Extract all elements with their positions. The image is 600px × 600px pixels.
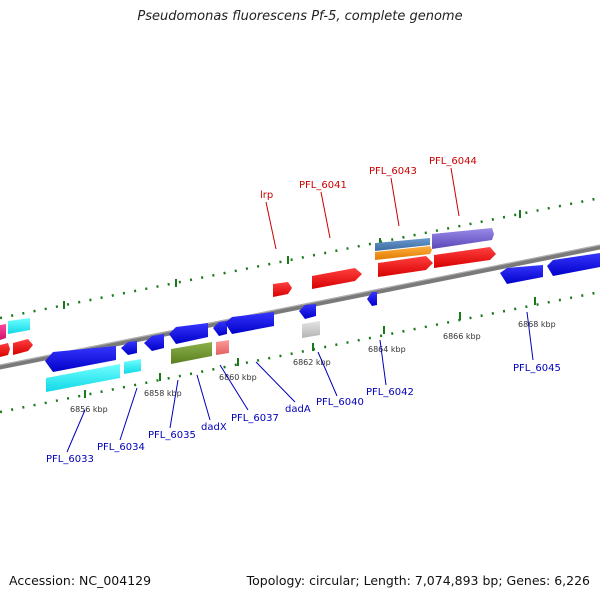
gene-arrow-pfl-6044 [434, 247, 496, 268]
genome-summary-text: Topology: circular; Length: 7,074,893 bp… [246, 573, 590, 588]
gene-arrow-pfl-6043-orange [375, 246, 432, 260]
gene-arrow-pfl-6035 [144, 334, 164, 351]
gene-arrow-lrp [273, 282, 292, 297]
forward-strand-genes [0, 228, 496, 357]
gene-label-dadx: dadX [201, 422, 227, 433]
reverse-strand-genes [45, 253, 600, 392]
gene-arrow-dadx [169, 323, 208, 344]
gene-label-pfl-6044: PFL_6044 [429, 156, 477, 167]
scale-label-6860: 6860 kbp [219, 373, 257, 382]
gene-arrow-pfl-6041 [312, 268, 362, 289]
gene-label-pfl-6037: PFL_6037 [231, 413, 279, 424]
forward-leader-lines [265, 167, 460, 250]
accession-text: Accession: NC_004129 [9, 573, 152, 588]
gene-arrow-pfl-6040-gray [302, 321, 320, 338]
reverse-gene-labels: PFL_6033 PFL_6034 PFL_6035 dadX PFL_6037… [46, 363, 561, 465]
gene-label-pfl-6035: PFL_6035 [148, 430, 196, 441]
scale-label-6866: 6866 kbp [443, 332, 481, 341]
gene-label-pfl-6034: PFL_6034 [97, 442, 145, 453]
scale-label-6864: 6864 kbp [368, 345, 406, 354]
gene-arrow-pfl-6044-purple [432, 228, 494, 249]
gene-label-pfl-6042: PFL_6042 [366, 387, 414, 398]
gene-arrow-pfl-6042 [367, 292, 377, 306]
gene-arrow-dada [225, 312, 274, 334]
gene-label-dada: dadA [285, 404, 311, 415]
gene-arrow-pfl-6033 [45, 346, 116, 372]
map-title: Pseudomonas fluorescens Pf-5, complete g… [137, 9, 463, 24]
gene-arrow-pfl-6033-cyan [46, 364, 120, 392]
gene-label-pfl-6033: PFL_6033 [46, 454, 94, 465]
gene-label-pfl-6043: PFL_6043 [369, 166, 417, 177]
gene-arrow-pfl-6037-pink [216, 340, 229, 355]
gene-arrow-pfl-6043-steel [375, 238, 430, 251]
scale-label-6862: 6862 kbp [293, 358, 331, 367]
genome-backbone [0, 244, 600, 370]
gene-arrow-pfl-6034 [121, 341, 137, 355]
gene-arrow-pfl-6045-b [547, 253, 600, 276]
gene-label-lrp: lrp [260, 190, 273, 201]
gene-arrow-red-left-a [0, 343, 10, 357]
scale-label-6868: 6868 kbp [518, 320, 556, 329]
gene-label-pfl-6045: PFL_6045 [513, 363, 561, 374]
gene-arrow-pfl-6045 [500, 265, 543, 284]
gene-arrow-cyan-left [8, 318, 30, 334]
reverse-major-ticks [84, 297, 536, 398]
gene-label-pfl-6040: PFL_6040 [316, 397, 364, 408]
gene-arrow-red-left-b [13, 339, 33, 355]
forward-gene-labels: lrp PFL_6041 PFL_6043 PFL_6044 [260, 156, 477, 201]
gene-arrow-pfl-6040 [299, 304, 316, 319]
gene-arrow-pfl-6043 [378, 256, 433, 277]
gene-arrow-pfl-6034-cyan [124, 359, 141, 374]
gene-arrow-pfl-6037 [213, 321, 227, 336]
gene-arrow-dadx-olive [171, 342, 212, 364]
gene-label-pfl-6041: PFL_6041 [299, 180, 347, 191]
reverse-leader-lines [66, 311, 534, 453]
gene-arrow-magenta-left [0, 324, 6, 340]
forward-tick-rail [0, 196, 600, 320]
scale-label-6858: 6858 kbp [144, 389, 182, 398]
scale-label-6856: 6856 kbp [70, 405, 108, 414]
